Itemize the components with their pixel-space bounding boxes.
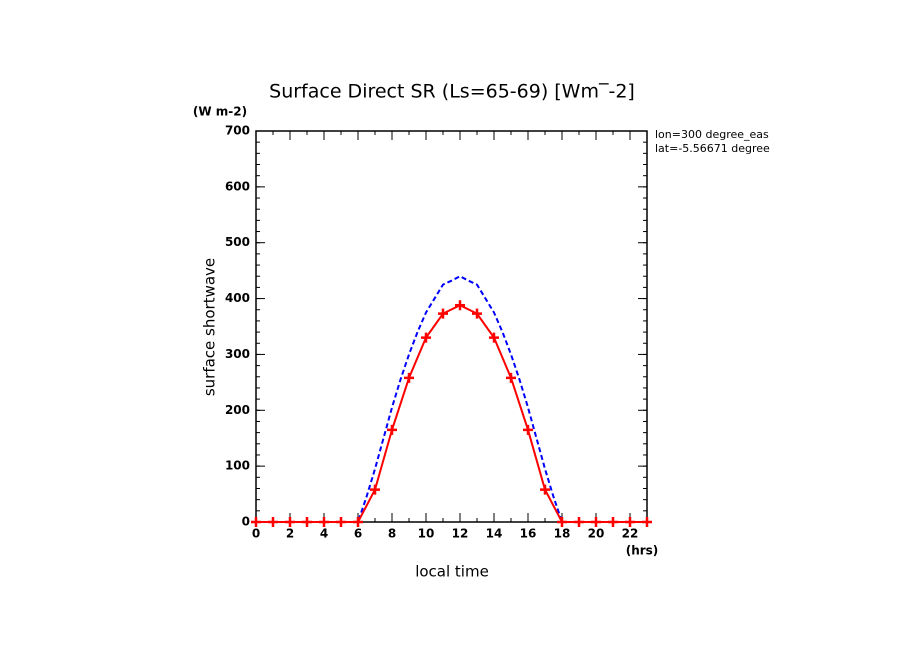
y-tick-label: 200 (225, 403, 250, 417)
marker (574, 517, 584, 527)
marker (353, 517, 363, 527)
y-units: (W m-2) (193, 105, 247, 119)
x-tick-label: 20 (588, 527, 605, 541)
annotation: lat=-5.56671 degree (655, 142, 770, 155)
x-tick-label: 16 (520, 527, 537, 541)
x-tick-label: 18 (554, 527, 571, 541)
x-tick-label: 4 (320, 527, 328, 541)
annotation: lon=300 degree_eas (655, 128, 769, 141)
y-tick-label: 0 (242, 515, 250, 529)
marker (642, 517, 652, 527)
plot-frame (255, 130, 648, 523)
marker (421, 332, 431, 343)
x-tick-label: 8 (388, 527, 396, 541)
x-tick-label: 22 (622, 527, 639, 541)
y-tick-label: 400 (225, 291, 250, 305)
y-tick-label: 100 (225, 459, 250, 473)
marker (251, 517, 261, 527)
marker (285, 517, 295, 527)
y-tick-label: 500 (225, 235, 250, 249)
annotations: lon=300 degree_eas lat=-5.56671 degree (655, 128, 770, 155)
x-label: local time (415, 563, 489, 581)
marker (608, 517, 618, 527)
marker (591, 517, 601, 527)
x-tick-label: 0 (252, 527, 260, 541)
marker (540, 484, 550, 495)
x-tick-label: 2 (286, 527, 294, 541)
marker (319, 517, 329, 527)
y-tick-label: 700 (225, 124, 250, 138)
x-tick-label: 6 (354, 527, 362, 541)
marker (404, 372, 414, 383)
y-label: surface shortwave (201, 258, 219, 396)
marker (506, 372, 516, 383)
marker (370, 484, 380, 495)
marker (438, 308, 448, 319)
marker (268, 517, 278, 527)
marker (625, 517, 635, 527)
x-units: (hrs) (626, 544, 659, 558)
marker (472, 308, 482, 319)
x-tick-label: 14 (486, 527, 503, 541)
x-tick-label: 10 (418, 527, 435, 541)
marker (489, 332, 499, 343)
y-tick-label: 600 (225, 179, 250, 193)
x-tick-label: 12 (452, 527, 469, 541)
marker (336, 517, 346, 527)
marker (557, 517, 567, 527)
y-tick-label: 300 (225, 347, 250, 361)
marker (387, 424, 397, 435)
chart-title: Surface Direct SR (Ls=65-69) [Wm‾-2] (269, 81, 635, 103)
marker (302, 517, 312, 527)
marker (455, 300, 465, 311)
marker (523, 424, 533, 435)
